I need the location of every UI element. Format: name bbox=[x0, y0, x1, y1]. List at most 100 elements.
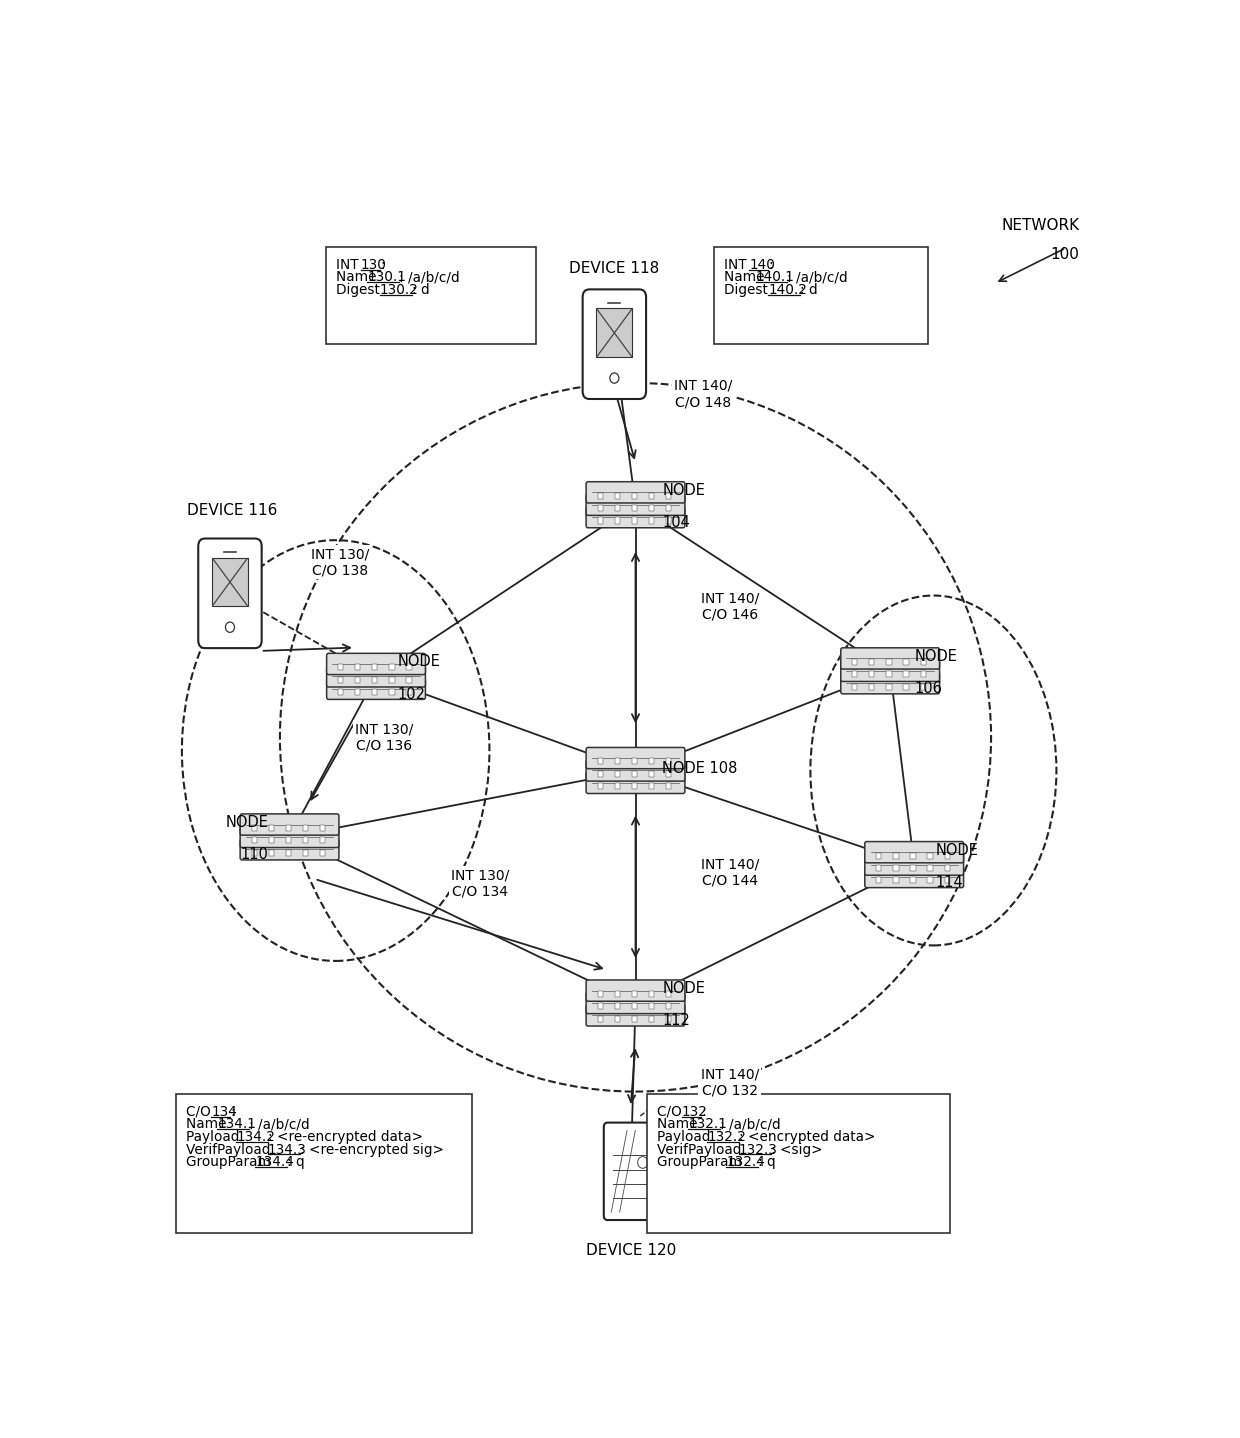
FancyBboxPatch shape bbox=[587, 495, 684, 515]
FancyBboxPatch shape bbox=[864, 854, 963, 876]
Text: Payload: Payload bbox=[657, 1130, 714, 1145]
Text: NODE: NODE bbox=[662, 981, 706, 997]
Bar bbox=[666, 1015, 671, 1022]
Bar bbox=[615, 1004, 620, 1009]
Text: NODE: NODE bbox=[662, 483, 706, 498]
Text: : <sig>: : <sig> bbox=[770, 1143, 822, 1156]
Bar bbox=[904, 659, 909, 664]
Text: 134.1: 134.1 bbox=[217, 1117, 257, 1132]
Bar bbox=[615, 771, 620, 777]
Bar bbox=[945, 864, 950, 871]
FancyBboxPatch shape bbox=[326, 679, 425, 699]
Bar bbox=[910, 877, 915, 883]
Circle shape bbox=[226, 623, 234, 633]
Bar bbox=[252, 825, 257, 831]
Text: 130.1: 130.1 bbox=[367, 270, 407, 285]
Bar bbox=[666, 1004, 671, 1009]
FancyBboxPatch shape bbox=[241, 814, 339, 835]
Bar bbox=[666, 784, 671, 789]
FancyBboxPatch shape bbox=[583, 289, 646, 398]
Bar bbox=[852, 683, 857, 690]
Bar bbox=[631, 493, 637, 499]
Text: : <re-encrypted data>: : <re-encrypted data> bbox=[268, 1130, 423, 1145]
Text: : /a/b/c/d: : /a/b/c/d bbox=[787, 270, 848, 285]
Circle shape bbox=[637, 1156, 647, 1168]
Bar bbox=[631, 518, 637, 523]
Text: Name: Name bbox=[724, 270, 769, 285]
FancyBboxPatch shape bbox=[841, 660, 940, 682]
Text: NODE: NODE bbox=[397, 654, 440, 670]
Text: NETWORK: NETWORK bbox=[1002, 219, 1080, 233]
FancyBboxPatch shape bbox=[587, 992, 684, 1014]
Bar bbox=[647, 1094, 950, 1234]
Text: Name: Name bbox=[186, 1117, 231, 1132]
Bar bbox=[666, 505, 671, 510]
Bar bbox=[945, 853, 950, 858]
Text: INT 130/
C/O 134: INT 130/ C/O 134 bbox=[450, 869, 508, 899]
FancyBboxPatch shape bbox=[587, 482, 684, 503]
Bar bbox=[339, 689, 343, 695]
Text: 130: 130 bbox=[361, 257, 387, 272]
Bar bbox=[615, 1015, 620, 1022]
Bar bbox=[389, 677, 394, 683]
Bar bbox=[615, 784, 620, 789]
FancyBboxPatch shape bbox=[587, 748, 684, 769]
Text: 134.3: 134.3 bbox=[268, 1143, 308, 1156]
Text: :: : bbox=[701, 1104, 706, 1119]
Text: 114: 114 bbox=[935, 874, 963, 890]
Text: INT: INT bbox=[724, 257, 751, 272]
Bar bbox=[285, 825, 291, 831]
Text: 132.4: 132.4 bbox=[727, 1155, 765, 1169]
Bar bbox=[649, 1015, 653, 1022]
Bar bbox=[631, 1004, 637, 1009]
Text: Payload: Payload bbox=[186, 1130, 243, 1145]
FancyBboxPatch shape bbox=[864, 866, 963, 887]
Bar bbox=[887, 659, 892, 664]
FancyBboxPatch shape bbox=[587, 1005, 684, 1027]
Text: : /a/b/c/d: : /a/b/c/d bbox=[249, 1117, 310, 1132]
Bar bbox=[631, 784, 637, 789]
Bar bbox=[877, 853, 882, 858]
Bar bbox=[320, 825, 325, 831]
Text: 140: 140 bbox=[749, 257, 775, 272]
Bar bbox=[631, 758, 637, 765]
Text: 112: 112 bbox=[662, 1014, 691, 1028]
Text: : /a/b/c/d: : /a/b/c/d bbox=[399, 270, 460, 285]
Bar bbox=[303, 825, 308, 831]
Text: 134.4: 134.4 bbox=[255, 1155, 294, 1169]
Bar bbox=[852, 672, 857, 677]
Bar bbox=[598, 991, 603, 997]
FancyBboxPatch shape bbox=[241, 838, 339, 860]
Bar bbox=[649, 784, 653, 789]
Text: 132.2: 132.2 bbox=[707, 1130, 746, 1145]
Text: 140.1: 140.1 bbox=[755, 270, 795, 285]
Bar bbox=[598, 493, 603, 499]
Text: Name: Name bbox=[657, 1117, 702, 1132]
Bar bbox=[666, 991, 671, 997]
Text: INT 140/
C/O 132: INT 140/ C/O 132 bbox=[701, 1067, 759, 1097]
Text: :: : bbox=[379, 257, 384, 272]
Text: VerifPayload: VerifPayload bbox=[186, 1143, 274, 1156]
Bar bbox=[615, 991, 620, 997]
Bar bbox=[598, 771, 603, 777]
Bar bbox=[877, 864, 882, 871]
Bar bbox=[920, 659, 926, 664]
Bar bbox=[631, 505, 637, 510]
Text: :: : bbox=[231, 1104, 234, 1119]
Text: : <encrypted data>: : <encrypted data> bbox=[739, 1130, 875, 1145]
Text: INT 130/
C/O 136: INT 130/ C/O 136 bbox=[355, 722, 413, 752]
Text: 106: 106 bbox=[914, 682, 942, 696]
Bar bbox=[598, 1004, 603, 1009]
Bar bbox=[355, 664, 361, 670]
Bar bbox=[285, 850, 291, 856]
Bar bbox=[598, 1015, 603, 1022]
Bar bbox=[869, 672, 874, 677]
FancyBboxPatch shape bbox=[587, 506, 684, 528]
Text: 134.2: 134.2 bbox=[237, 1130, 275, 1145]
Bar bbox=[615, 505, 620, 510]
Text: INT 140/
C/O 146: INT 140/ C/O 146 bbox=[701, 591, 759, 621]
Bar bbox=[928, 853, 932, 858]
Bar bbox=[320, 837, 325, 843]
Bar bbox=[252, 850, 257, 856]
Bar bbox=[928, 864, 932, 871]
